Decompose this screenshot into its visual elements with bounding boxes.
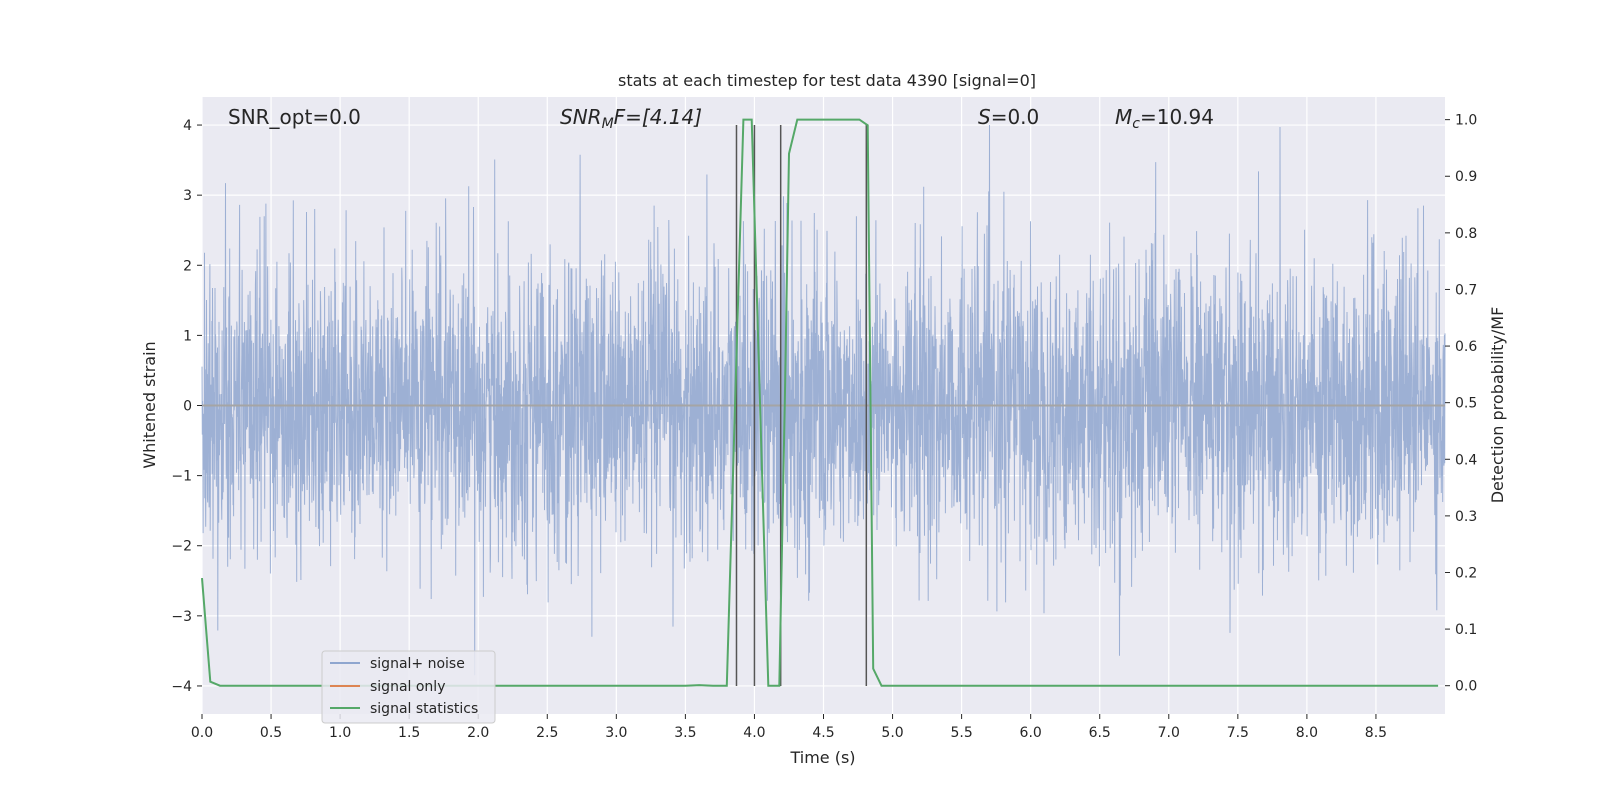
x-tick-label: 6.5 [1089,725,1111,741]
y-right-tick-label: 0.6 [1455,339,1477,355]
x-tick-label: 5.0 [881,725,903,741]
x-axis-label: Time (s) [789,748,855,767]
y-tick-label: 0 [183,399,192,415]
annotation-mc-rest: =10.94 [1140,105,1214,129]
y-tick-label: −1 [171,469,192,485]
y-right-tick-label: 0.8 [1455,226,1477,242]
y-tick-label: −2 [171,539,192,555]
signal-noise-line [201,124,1446,676]
annotation-mc: Mc=10.94 [1115,105,1214,132]
y-tick-label: −3 [171,609,192,625]
y-axis-right-ticks: 1.0 0.9 0.8 0.7 0.6 0.5 0.4 0.3 0.2 0.1 0.0 [1445,113,1477,695]
y-right-tick-label: 0.9 [1455,169,1477,185]
legend: signal+ noise signal only signal statist… [321,650,496,724]
annotation-snr-mf-main: SNR [560,105,602,129]
annotation-s-main: S [978,105,991,129]
legend-label-signal-noise: signal+ noise [370,656,465,672]
x-tick-label: 5.5 [950,725,972,741]
legend-label-signal-only: signal only [370,679,445,695]
x-tick-label: 0.5 [260,725,282,741]
x-tick-label: 3.5 [674,725,696,741]
x-axis-ticks: 0.0 0.5 1.0 1.5 2.0 2.5 3.0 3.5 4.0 4.5 5.0 5.5 6.0 6… [191,714,1387,741]
x-tick-label: 4.5 [812,725,834,741]
x-tick-label: 8.5 [1365,725,1387,741]
y-axis-label: Whitened strain [140,341,159,468]
annotation-snr-mf-rest: F=[4.14] [614,105,702,129]
y-right-tick-label: 0.3 [1455,509,1477,525]
y-tick-label: 4 [183,118,192,134]
legend-label-signal-statistics: signal statistics [370,701,478,717]
y-tick-label: 2 [183,258,192,274]
annotation-mc-sub: c [1132,116,1140,132]
x-tick-label: 0.0 [191,725,213,741]
y-tick-label: 3 [183,188,192,204]
y-tick-label: 1 [183,328,192,344]
annotation-snr-mf-sub: M [602,116,614,132]
legend-box [321,650,496,724]
y-right-tick-label: 0.7 [1455,282,1477,298]
y-right-tick-label: 0.1 [1455,622,1477,638]
y-right-tick-label: 0.0 [1455,679,1477,695]
x-tick-label: 2.0 [467,725,489,741]
x-tick-label: 1.5 [398,725,420,741]
x-tick-label: 3.0 [605,725,627,741]
x-tick-label: 2.5 [536,725,558,741]
y-right-tick-label: 1.0 [1455,113,1477,129]
chart-title: stats at each timestep for test data 439… [618,71,1036,90]
signal-noise-series [201,124,1446,676]
annotation-s: S=0.0 [978,105,1039,129]
x-tick-label: 1.0 [329,725,351,741]
x-tick-label: 8.0 [1296,725,1318,741]
y-right-tick-label: 0.5 [1455,396,1477,412]
x-tick-label: 7.5 [1227,725,1249,741]
x-tick-label: 6.0 [1020,725,1042,741]
annotation-s-rest: =0.0 [991,105,1040,129]
y-axis-right-label: Detection probability/MF [1488,307,1507,504]
y-right-tick-label: 0.4 [1455,452,1477,468]
x-tick-label: 4.0 [743,725,765,741]
annotation-snr-opt: SNR_opt=0.0 [228,105,361,129]
y-tick-label: −4 [171,679,192,695]
y-right-tick-label: 0.2 [1455,565,1477,581]
y-axis-ticks: 4 3 2 1 0 −1 −2 −3 −4 [171,118,202,695]
annotation-mc-main: M [1115,105,1132,129]
annotation-snr-mf: SNRMF=[4.14] [560,105,702,132]
x-tick-label: 7.0 [1158,725,1180,741]
